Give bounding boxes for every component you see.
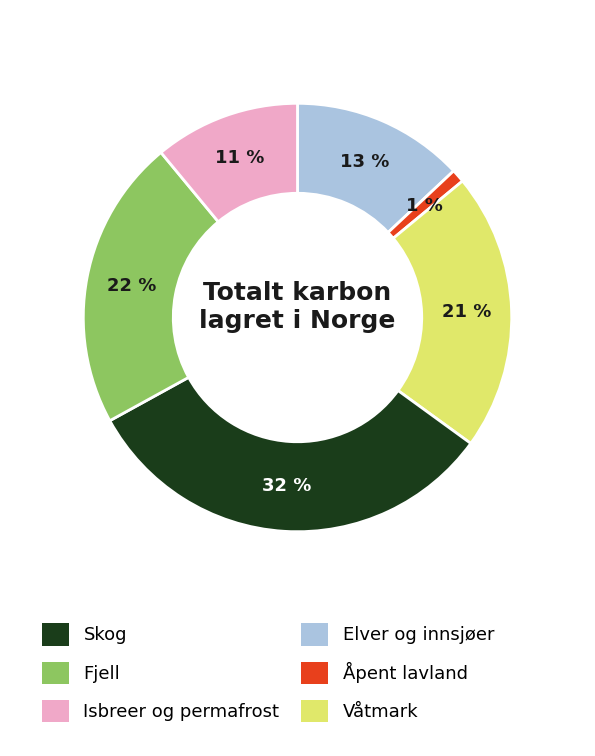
Text: Totalt karbon
lagret i Norge: Totalt karbon lagret i Norge: [199, 281, 396, 333]
Wedge shape: [388, 171, 462, 238]
Wedge shape: [83, 153, 218, 420]
Text: 11 %: 11 %: [215, 149, 265, 167]
Legend: Skog, Fjell, Isbreer og permafrost, Elver og innsjøer, Åpent lavland, Våtmark: Skog, Fjell, Isbreer og permafrost, Elve…: [33, 615, 503, 731]
Text: 22 %: 22 %: [107, 277, 156, 295]
Text: 32 %: 32 %: [262, 477, 312, 495]
Text: 13 %: 13 %: [340, 153, 389, 171]
Text: 21 %: 21 %: [442, 303, 491, 321]
Wedge shape: [298, 104, 453, 233]
Text: 1 %: 1 %: [406, 197, 443, 215]
Wedge shape: [110, 377, 471, 531]
Wedge shape: [161, 104, 298, 222]
Wedge shape: [393, 181, 512, 444]
